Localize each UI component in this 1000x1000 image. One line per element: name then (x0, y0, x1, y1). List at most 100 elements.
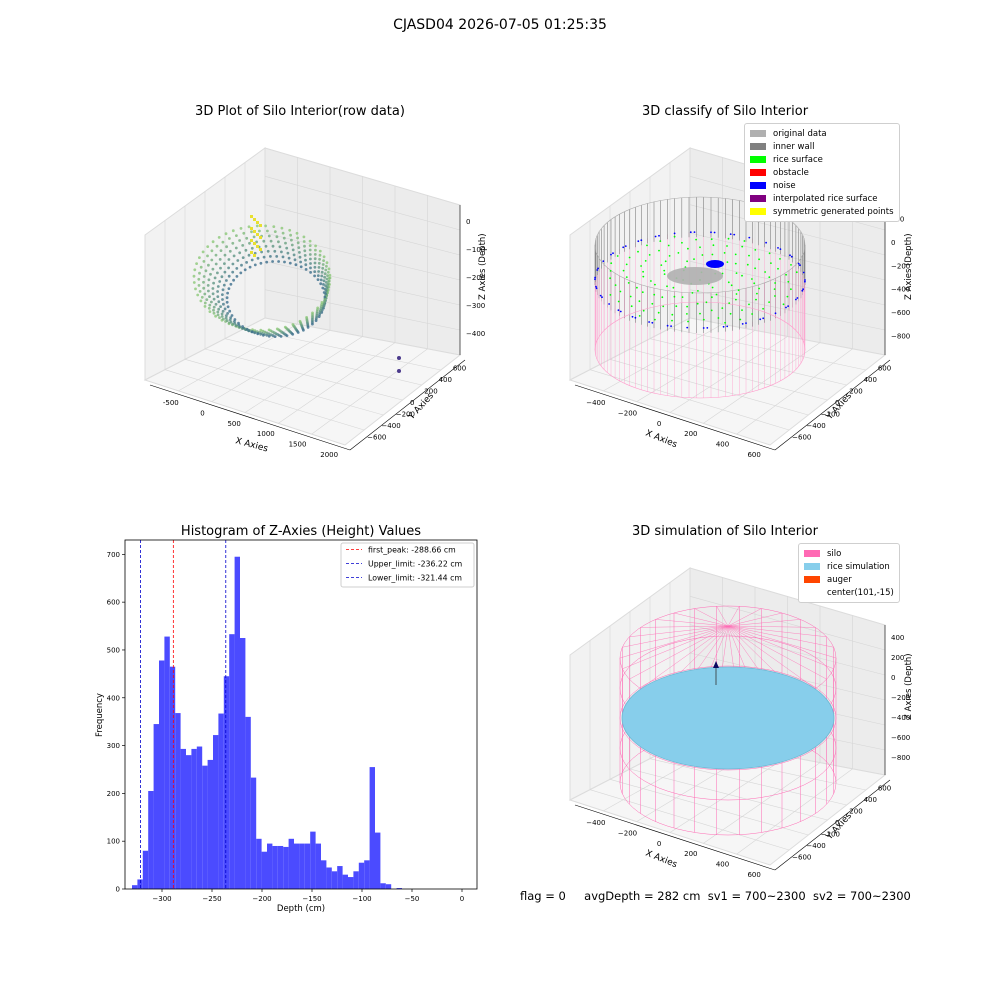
raw-data-point (192, 281, 196, 284)
raw-peak-point (256, 233, 259, 236)
raw-data-point (309, 262, 312, 265)
raw-data-point (226, 305, 230, 309)
classify-noise-point (802, 288, 804, 291)
classify-ytick: 0 (835, 399, 839, 407)
raw-data-point (308, 239, 312, 243)
legend-item: center(101,-15) (804, 586, 894, 599)
raw-data-point (198, 271, 201, 275)
raw-data-point (313, 265, 317, 269)
raw-data-point (316, 274, 320, 277)
raw-data-point (234, 246, 238, 250)
raw-data-point (227, 258, 231, 261)
raw-data-point (206, 254, 209, 258)
classify-rice-point (667, 244, 670, 247)
raw-data-point (326, 274, 329, 278)
simulation-ztick: 0 (891, 674, 895, 682)
classify-noise-point (658, 234, 660, 237)
histogram-ytick-label: 400 (107, 694, 120, 702)
raw-data-point (273, 230, 277, 233)
raw-data-point (207, 263, 210, 267)
classify-rice-point (741, 309, 743, 311)
histogram-ytick-label: 700 (107, 551, 120, 559)
raw-data-point (223, 270, 227, 274)
classify-rice-point (664, 260, 667, 263)
raw-data-point (313, 274, 316, 278)
raw-data-point (275, 255, 279, 258)
raw-data-point (303, 254, 307, 257)
raw-data-point (280, 226, 284, 230)
simulation-y-axis (774, 779, 891, 871)
classify-rice-point (768, 301, 770, 303)
raw-data-point (219, 249, 223, 252)
classify-plot-title: 3D classify of Silo Interior (641, 104, 809, 119)
raw-3d-plot: -50005001000150020006004002000−200−400−6… (143, 147, 488, 459)
raw-data-point (215, 244, 219, 248)
raw-data-point (228, 318, 232, 322)
raw-data-point (322, 279, 326, 283)
raw-data-point (228, 309, 232, 313)
simulation-3d-plot: −400−20002004006006004002000−200−400−600… (568, 567, 914, 879)
classify-noise-point (595, 285, 597, 288)
classify-rice-point (734, 253, 737, 256)
histogram-bar (202, 765, 208, 889)
classify-rice-point (672, 286, 675, 289)
raw-data-point (250, 258, 254, 262)
classify-rice-point (659, 240, 662, 242)
histogram-bar (380, 883, 386, 889)
raw-data-point (288, 261, 292, 265)
raw-data-point (297, 246, 301, 249)
classify-rice-point (660, 264, 663, 266)
legend-label: auger (827, 574, 852, 585)
classify-rice-point (628, 256, 631, 259)
raw-data-point (265, 333, 269, 337)
classify-noise-point (796, 297, 799, 299)
classify-noise-point (631, 315, 634, 318)
classify-rice-point (774, 282, 776, 284)
classify-rice-point (770, 262, 772, 264)
raw-data-point (250, 330, 254, 334)
raw-data-point (239, 271, 243, 275)
raw-data-point (266, 229, 269, 233)
histogram-xtick-label: −200 (252, 895, 271, 903)
histogram-bar (288, 838, 294, 889)
raw-data-point (228, 237, 231, 240)
raw-data-point (288, 228, 292, 232)
classify-noise-point (748, 236, 751, 239)
legend-swatch (750, 182, 766, 189)
legend-swatch (750, 169, 766, 176)
silo-wire-ring (619, 665, 837, 771)
raw-data-point (207, 306, 211, 310)
raw-x-axis (149, 384, 351, 451)
classify-rice-point (646, 244, 648, 247)
histogram-bar (142, 850, 149, 889)
raw-data-point (214, 253, 218, 257)
raw-data-point (220, 315, 224, 318)
classify-original-cluster (667, 267, 723, 285)
classify-noise-point (622, 246, 625, 249)
legend-swatch (750, 130, 766, 137)
raw-data-point (202, 260, 206, 263)
classify-xtick: 600 (747, 451, 760, 459)
histogram-legend-box (340, 542, 475, 588)
classify-noise-point (713, 231, 716, 234)
classify-rice-point (754, 249, 757, 251)
raw-data-point (259, 261, 263, 265)
classify-rice-point (758, 287, 760, 290)
simulation-ytick: −400 (806, 842, 825, 850)
raw-peak-point (250, 227, 253, 230)
legend-item: interpolated rice surface (750, 192, 894, 205)
raw-data-point (211, 292, 215, 296)
classify-noise-point (799, 264, 801, 267)
classify-rice-point (717, 317, 720, 319)
histogram-ytick-label: 100 (107, 838, 120, 846)
raw-data-point (323, 297, 327, 301)
raw-data-point (326, 270, 330, 274)
raw-data-point (248, 265, 252, 269)
raw-data-point (217, 307, 221, 311)
histogram-bar (396, 888, 402, 889)
legend-item: silo (804, 547, 894, 560)
raw-data-point (222, 302, 225, 306)
raw-xtick: 500 (227, 420, 240, 428)
raw-xtick: 0 (200, 410, 204, 418)
classify-noise-point (693, 231, 696, 233)
